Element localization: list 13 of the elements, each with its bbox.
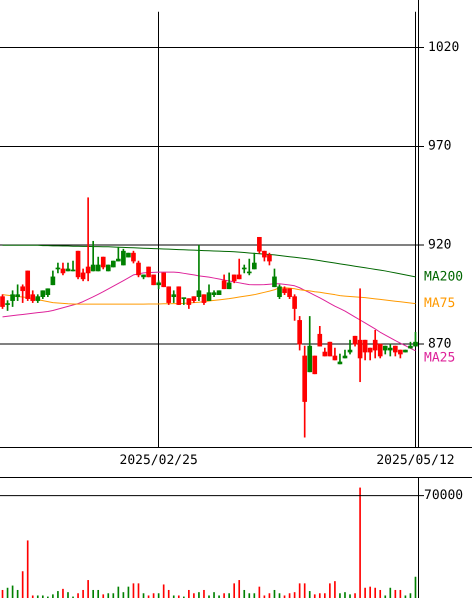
y-tick-label: 1020 xyxy=(428,40,460,55)
y-tick-label: 870 xyxy=(428,336,452,352)
series-label: MA200 xyxy=(424,269,464,284)
annotation: 70000 xyxy=(424,488,464,503)
x-tick-label: 2025/02/25 xyxy=(120,453,198,468)
candlestick xyxy=(5,300,10,311)
y-tick-label: 920 xyxy=(428,238,452,253)
series-label: MA25 xyxy=(424,350,456,366)
x-tick-label: 2025/05/12 xyxy=(376,453,455,468)
y-tick-label: 970 xyxy=(428,138,452,154)
candlestick xyxy=(348,340,352,354)
series-label: MA75 xyxy=(424,296,456,311)
candlestick xyxy=(196,244,202,301)
